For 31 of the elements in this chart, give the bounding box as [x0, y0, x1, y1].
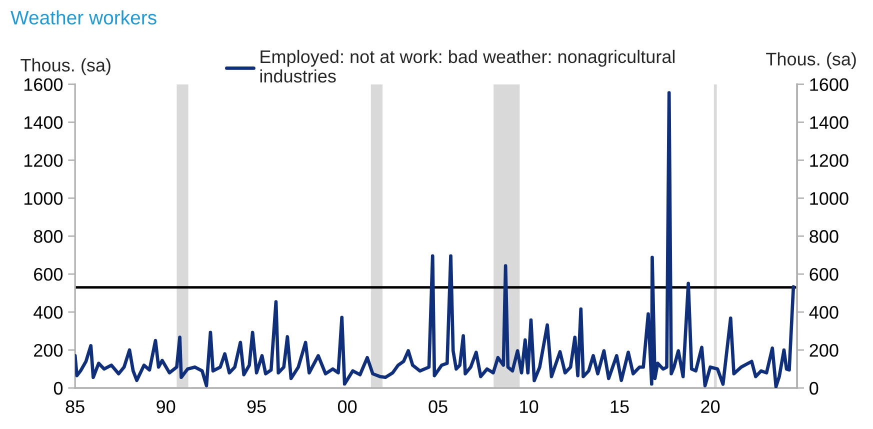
x-tick-label: 15	[610, 400, 629, 414]
x-tick-label: 20	[701, 400, 720, 414]
y2-tick-label: 800	[810, 230, 838, 243]
y-axis-title: Thous. (sa)	[20, 58, 110, 76]
x-tick-label: 95	[247, 400, 266, 414]
y2-tick-label: 1600	[810, 78, 848, 91]
y2-tick-label: 1200	[810, 154, 848, 167]
y-tick-label: 0	[54, 382, 63, 395]
chart-title: Weather workers	[10, 10, 156, 25]
x-tick-label: 85	[66, 400, 84, 414]
y-tick-label: 1400	[24, 116, 63, 129]
y-tick-label: 800	[34, 230, 63, 243]
y-tick-label: 400	[34, 306, 63, 319]
line-series	[75, 91, 796, 388]
x-tick-label: 10	[520, 400, 538, 414]
x-tick-label: 00	[338, 400, 357, 414]
y2-tick-label: 0	[810, 382, 818, 395]
y-tick-label: 1600	[24, 78, 63, 91]
y-tick-label: 1000	[24, 192, 63, 205]
x-tick-label: 05	[428, 400, 448, 414]
x-tick-label: 90	[156, 400, 176, 414]
y-tick-label: 200	[34, 344, 63, 357]
y-tick-label: 1200	[24, 154, 63, 167]
y-tick-label: 600	[34, 268, 63, 281]
y2-tick-label: 400	[809, 306, 838, 319]
y2-tick-label: 200	[810, 344, 838, 357]
y2-tick-label: 600	[810, 268, 838, 281]
y2-tick-label: 1000	[810, 192, 848, 205]
legend-label: Employed: not at work: bad weather: nonagricultural industries	[260, 50, 674, 83]
y2-tick-label: 1400	[810, 116, 848, 129]
y2-axis-title: Thous. (sa)	[766, 52, 856, 70]
